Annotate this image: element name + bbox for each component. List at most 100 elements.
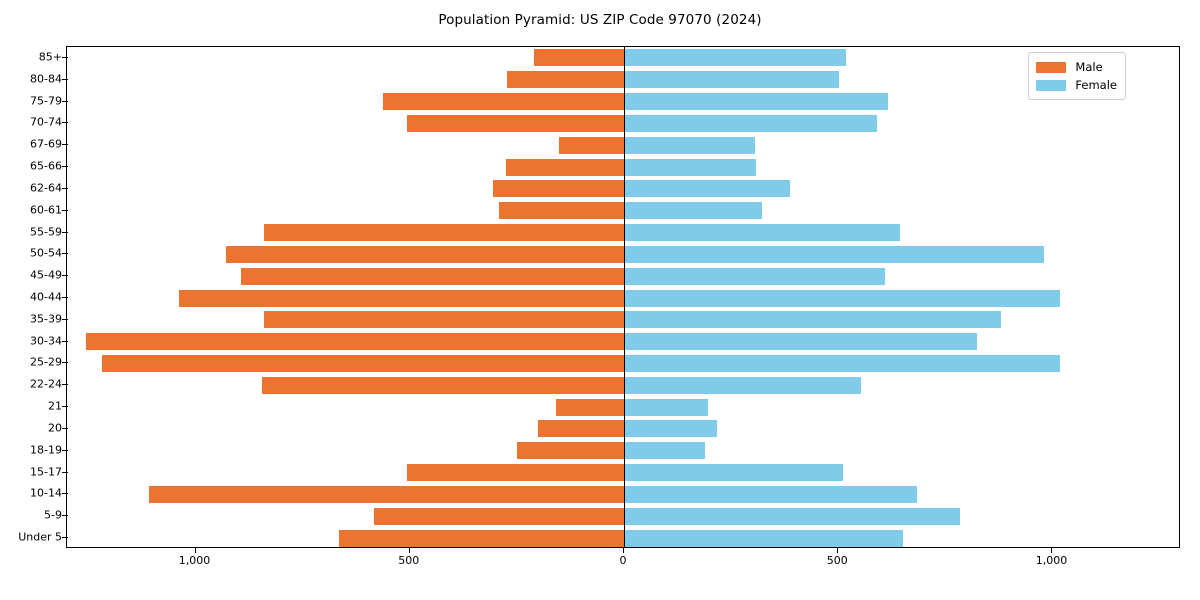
x-tick-mark — [623, 548, 624, 553]
legend-label: Male — [1075, 60, 1103, 74]
y-tick-label: 20 — [48, 421, 62, 435]
bar-male — [407, 114, 624, 132]
bar-female — [624, 442, 706, 460]
bar-male — [382, 93, 624, 111]
y-tick-mark — [62, 449, 68, 451]
legend-label: Female — [1075, 78, 1117, 92]
y-tick-mark — [62, 427, 68, 429]
bar-male — [102, 354, 624, 372]
x-tick-label: 1,000 — [178, 554, 211, 567]
y-tick-mark — [62, 253, 68, 255]
bar-male — [374, 507, 624, 525]
legend-swatch-icon — [1036, 79, 1067, 91]
bar-female — [624, 529, 903, 547]
x-tick-label: 0 — [619, 554, 627, 567]
legend-item[interactable]: Female — [1036, 76, 1117, 94]
y-tick-label: 15-17 — [30, 465, 62, 479]
zero-axis-line — [624, 47, 625, 547]
y-tick-label: 40-44 — [30, 290, 62, 304]
bar-male — [493, 180, 624, 198]
bar-male — [538, 420, 624, 438]
x-tick-label: 500 — [826, 554, 848, 567]
y-tick-mark — [62, 209, 68, 211]
bar-female — [624, 289, 1061, 307]
bar-male — [179, 289, 624, 307]
bar-female — [624, 49, 846, 67]
y-tick-label: 30-34 — [30, 334, 62, 348]
y-tick-label: 35-39 — [30, 312, 62, 326]
bar-female — [624, 136, 756, 154]
plot-area — [66, 46, 1180, 548]
bar-female — [624, 202, 763, 220]
bar-male — [407, 464, 624, 482]
y-tick-mark — [62, 318, 68, 320]
bar-male — [225, 245, 624, 263]
y-tick-label: 18-19 — [30, 443, 62, 457]
bar-male — [263, 224, 624, 242]
y-tick-mark — [62, 275, 68, 277]
y-tick-mark — [62, 122, 68, 124]
y-tick-label: 50-54 — [30, 246, 62, 260]
y-tick-label: 62-64 — [30, 181, 62, 195]
chart-legend: Male Female — [1028, 52, 1126, 100]
bar-female — [624, 398, 708, 416]
legend-swatch-icon — [1036, 61, 1067, 73]
bar-male — [261, 376, 624, 394]
bar-male — [506, 158, 624, 176]
bar-male — [517, 442, 624, 460]
y-tick-label: 5-9 — [44, 508, 62, 522]
bar-female — [624, 507, 961, 525]
y-tick-mark — [62, 187, 68, 189]
bar-male — [85, 333, 624, 351]
y-tick-mark — [62, 471, 68, 473]
y-tick-mark — [62, 166, 68, 168]
y-tick-mark — [62, 406, 68, 408]
bar-female — [624, 114, 877, 132]
y-tick-label: Under 5 — [18, 530, 62, 544]
bar-male — [498, 202, 624, 220]
bar-female — [624, 180, 790, 198]
y-tick-label: 45-49 — [30, 268, 62, 282]
y-tick-label: 22-24 — [30, 377, 62, 391]
bar-female — [624, 311, 1002, 329]
y-tick-label: 10-14 — [30, 486, 62, 500]
bar-female — [624, 485, 918, 503]
bar-female — [624, 267, 885, 285]
bar-male — [264, 311, 624, 329]
bar-male — [556, 398, 624, 416]
x-tick-label: 1,000 — [1035, 554, 1068, 567]
y-tick-mark — [62, 537, 68, 539]
y-tick-label: 65-66 — [30, 159, 62, 173]
y-tick-label: 70-74 — [30, 115, 62, 129]
y-tick-label: 55-59 — [30, 225, 62, 239]
y-tick-mark — [62, 493, 68, 495]
y-tick-label: 60-61 — [30, 203, 62, 217]
y-tick-mark — [62, 515, 68, 517]
y-tick-mark — [62, 56, 68, 58]
y-tick-label: 21 — [48, 399, 62, 413]
x-tick-mark — [408, 548, 410, 553]
y-tick-label: 75-79 — [30, 94, 62, 108]
y-tick-label: 67-69 — [30, 137, 62, 151]
y-tick-label: 25-29 — [30, 355, 62, 369]
bar-female — [624, 158, 756, 176]
bar-male — [338, 529, 624, 547]
bar-female — [624, 71, 839, 89]
x-tick-mark — [194, 548, 196, 553]
y-tick-mark — [62, 362, 68, 364]
legend-item[interactable]: Male — [1036, 58, 1117, 76]
y-tick-mark — [62, 100, 68, 102]
y-tick-mark — [62, 340, 68, 342]
bar-male — [507, 71, 624, 89]
y-tick-mark — [62, 231, 68, 233]
bar-female — [624, 93, 889, 111]
x-tick-mark — [837, 548, 839, 553]
bar-female — [624, 245, 1044, 263]
bar-female — [624, 464, 843, 482]
y-tick-label: 80-84 — [30, 72, 62, 86]
chart-title: Population Pyramid: US ZIP Code 97070 (2… — [438, 12, 762, 28]
y-tick-mark — [62, 297, 68, 298]
bar-female — [624, 333, 978, 351]
bar-female — [624, 224, 901, 242]
